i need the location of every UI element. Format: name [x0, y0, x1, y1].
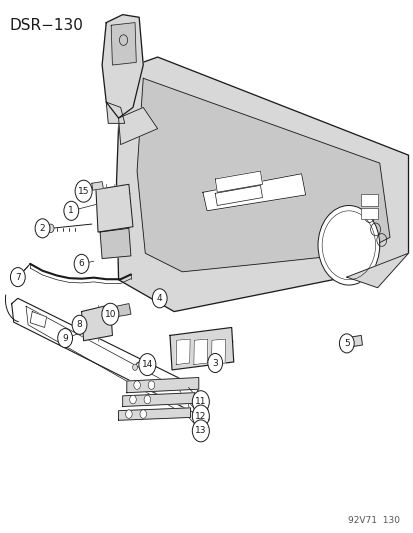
Circle shape [57, 328, 72, 348]
Circle shape [10, 268, 25, 287]
Circle shape [140, 410, 146, 418]
Polygon shape [96, 184, 133, 232]
Text: 4: 4 [157, 294, 162, 303]
Circle shape [144, 395, 150, 404]
Text: 10: 10 [104, 310, 116, 319]
Polygon shape [30, 312, 47, 327]
Circle shape [72, 316, 87, 334]
Text: 5: 5 [343, 339, 349, 348]
Text: 1: 1 [68, 206, 74, 215]
Polygon shape [92, 182, 103, 190]
Polygon shape [176, 339, 190, 365]
Polygon shape [170, 327, 233, 370]
Circle shape [35, 219, 50, 238]
Circle shape [154, 291, 161, 301]
Text: 12: 12 [195, 411, 206, 421]
Text: 92V71  130: 92V71 130 [347, 516, 399, 525]
Circle shape [125, 410, 132, 418]
Polygon shape [122, 393, 194, 407]
Circle shape [132, 364, 137, 370]
Circle shape [74, 254, 89, 273]
Polygon shape [137, 78, 389, 272]
Polygon shape [211, 339, 225, 365]
Circle shape [192, 420, 209, 442]
Text: 3: 3 [212, 359, 218, 367]
Polygon shape [111, 22, 136, 65]
Polygon shape [100, 228, 131, 259]
Circle shape [207, 353, 222, 373]
Text: 9: 9 [62, 334, 68, 343]
Circle shape [133, 381, 140, 389]
Polygon shape [193, 339, 207, 365]
Text: 15: 15 [78, 187, 89, 196]
Bar [360, 194, 377, 206]
Bar [360, 208, 377, 219]
Polygon shape [344, 335, 361, 348]
Text: 7: 7 [15, 272, 21, 281]
Circle shape [64, 201, 78, 220]
Polygon shape [12, 298, 209, 420]
Circle shape [47, 224, 54, 232]
Text: 8: 8 [76, 320, 82, 329]
Text: 14: 14 [141, 360, 153, 369]
Circle shape [129, 395, 136, 404]
Text: 6: 6 [78, 260, 84, 268]
Text: 2: 2 [40, 224, 45, 233]
Polygon shape [118, 408, 190, 420]
Polygon shape [118, 108, 157, 144]
Polygon shape [102, 14, 143, 118]
Polygon shape [202, 174, 305, 211]
Polygon shape [106, 102, 124, 123]
Circle shape [102, 303, 119, 325]
Circle shape [152, 289, 167, 308]
Circle shape [339, 334, 354, 353]
Polygon shape [215, 185, 262, 206]
Text: 11: 11 [195, 397, 206, 406]
Circle shape [138, 353, 156, 376]
Polygon shape [346, 253, 408, 288]
Polygon shape [116, 304, 131, 317]
Circle shape [192, 391, 209, 413]
Polygon shape [126, 377, 198, 393]
Text: 13: 13 [195, 426, 206, 435]
Polygon shape [116, 57, 408, 312]
Text: DSR−130: DSR−130 [9, 18, 83, 34]
Circle shape [192, 405, 209, 427]
Circle shape [317, 206, 379, 285]
Circle shape [123, 305, 130, 313]
Polygon shape [81, 305, 112, 341]
Polygon shape [215, 171, 262, 192]
Circle shape [75, 180, 92, 202]
Circle shape [148, 381, 154, 389]
